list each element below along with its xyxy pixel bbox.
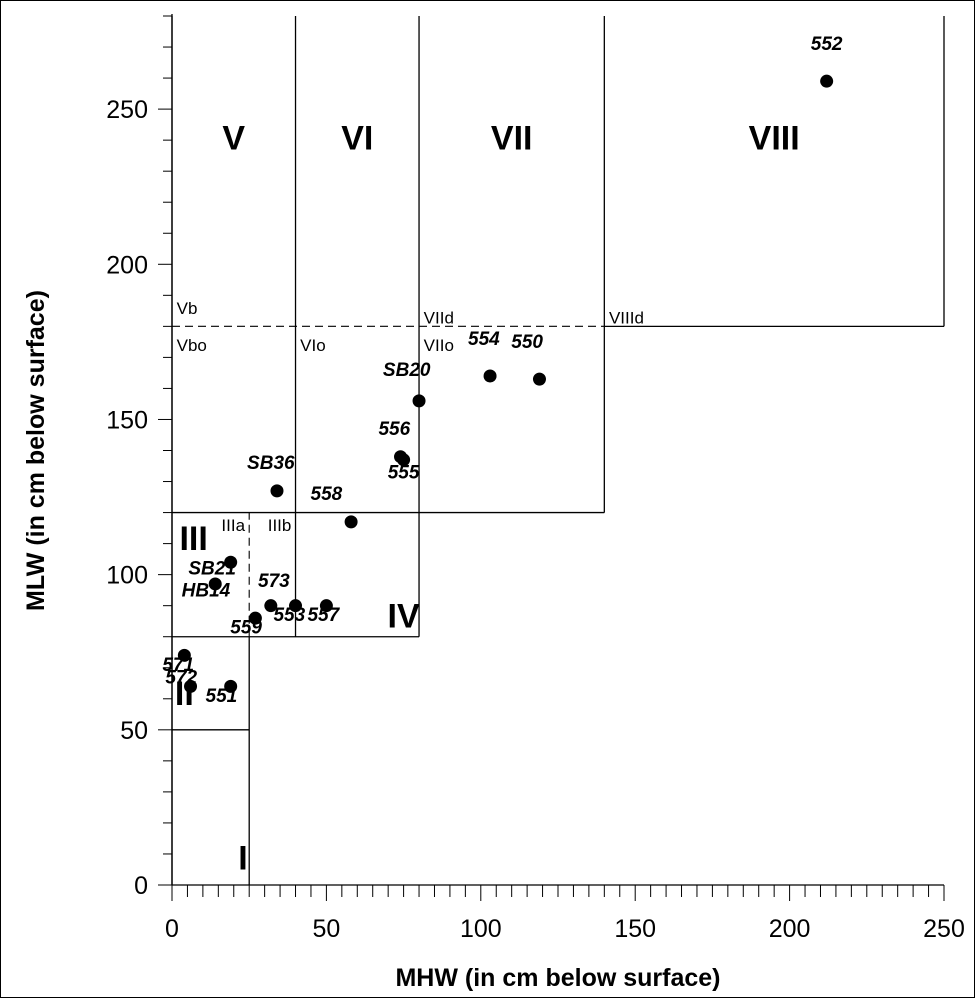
data-label-552: 552: [811, 34, 843, 55]
zone-label-VIII: VIII: [749, 119, 800, 157]
data-point-559: [248, 611, 262, 625]
data-label-556: 556: [378, 419, 410, 440]
subzone-label: VIo: [300, 336, 326, 355]
subzone-label: IIIa: [221, 516, 245, 535]
data-point-571: [177, 648, 191, 662]
x-tick-label: 250: [923, 915, 965, 943]
x-tick-label: 50: [312, 915, 340, 943]
y-tick-label: 100: [106, 562, 148, 590]
data-point-HB14: [208, 577, 222, 591]
data-point-555: [397, 453, 411, 467]
data-label-553: 553: [273, 605, 305, 626]
data-point-553: [289, 599, 303, 613]
data-point-SB20: [412, 394, 426, 408]
x-tick-label: 200: [769, 915, 811, 943]
subzone-label: VIIo: [424, 336, 454, 355]
zone-label-I: I: [238, 839, 247, 877]
data-label-SB21: SB21: [188, 559, 236, 580]
zone-label-III: III: [179, 520, 207, 558]
subzone-label: Vb: [177, 299, 198, 318]
data-label-HB14: HB14: [182, 580, 231, 601]
x-tick-label: 0: [165, 915, 179, 943]
data-point-572: [184, 679, 198, 693]
subzone-label: VIId: [424, 308, 454, 327]
data-point-SB21: [224, 555, 238, 569]
zone-label-IV: IV: [388, 597, 420, 635]
x-tick-label: 100: [460, 915, 502, 943]
y-tick-label: 0: [134, 872, 148, 900]
data-point-SB36: [270, 484, 284, 498]
data-point-554: [483, 369, 497, 383]
x-tick-label: 150: [614, 915, 656, 943]
subzone-label: VIIId: [609, 308, 644, 327]
data-point-573: [264, 599, 278, 613]
y-tick-label: 50: [120, 717, 148, 745]
data-label-SB36: SB36: [247, 453, 295, 474]
y-tick-label: 250: [106, 96, 148, 124]
data-point-551: [224, 679, 238, 693]
data-label-554: 554: [468, 329, 500, 350]
data-label-559: 559: [230, 618, 262, 639]
y-axis-title: MLW (in cm below surface): [22, 290, 50, 611]
data-label-573: 573: [258, 571, 290, 592]
data-label-551: 551: [206, 686, 238, 707]
data-point-558: [344, 515, 358, 529]
data-point-552: [820, 74, 834, 88]
data-label-SB20: SB20: [383, 360, 431, 381]
subzone-label: Vbo: [177, 336, 207, 355]
data-label-555: 555: [388, 462, 420, 483]
zone-label-V: V: [222, 119, 245, 157]
data-label-558: 558: [311, 484, 343, 505]
data-label-550: 550: [511, 332, 543, 353]
data-point-550: [532, 372, 546, 386]
data-label-572: 572: [165, 667, 197, 688]
data-point-557: [319, 599, 333, 613]
subzone-label: IIIb: [268, 516, 292, 535]
data-label-557: 557: [307, 605, 340, 626]
zone-label-VII: VII: [491, 119, 533, 157]
x-axis-title: MHW (in cm below surface): [395, 964, 720, 992]
zone-label-VI: VI: [341, 119, 373, 157]
data-label-571: 571: [162, 655, 194, 676]
y-tick-label: 150: [106, 406, 148, 434]
y-tick-label: 200: [106, 251, 148, 279]
